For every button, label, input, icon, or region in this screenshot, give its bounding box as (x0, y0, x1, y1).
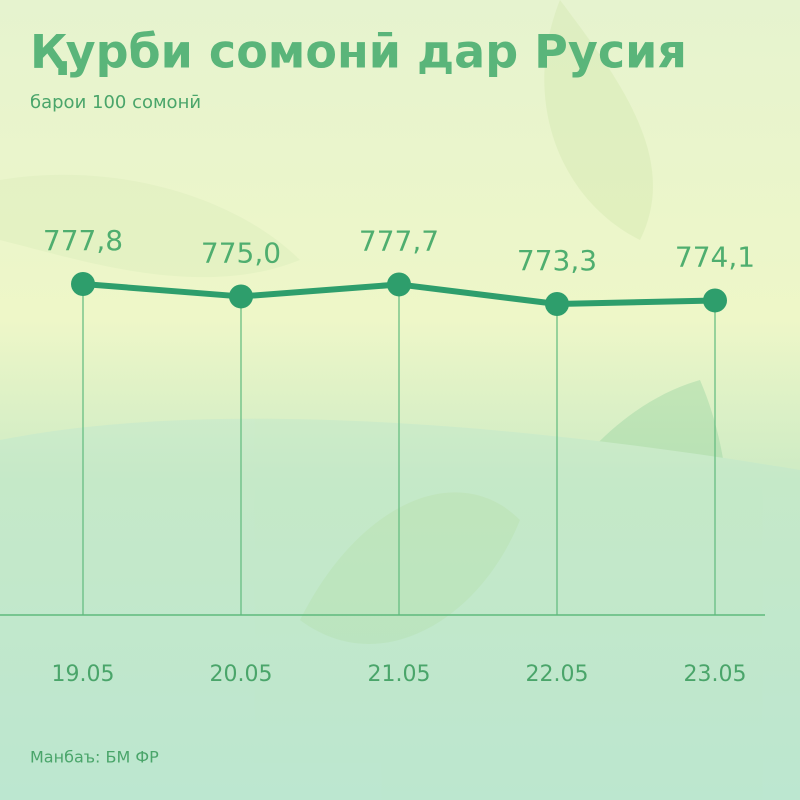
data-point (229, 284, 253, 309)
chart-subtitle: барои 100 сомонӣ (30, 92, 201, 113)
data-point (703, 288, 727, 313)
chart-title: Қурби сомонӣ дар Русия (30, 25, 687, 79)
source-note: Манбаъ: БМ ФР (30, 748, 159, 767)
value-label: 775,0 (201, 236, 281, 269)
value-label: 774,1 (675, 240, 755, 273)
value-label: 773,3 (517, 244, 597, 277)
data-point (71, 272, 95, 296)
x-tick-label: 21.05 (368, 662, 431, 687)
value-label: 777,7 (359, 224, 439, 257)
x-tick-label: 22.05 (526, 662, 589, 687)
x-tick-label: 19.05 (52, 662, 115, 687)
data-point (387, 272, 411, 297)
x-tick-label: 20.05 (210, 662, 273, 687)
x-tick-label: 23.05 (684, 662, 747, 687)
value-label: 777,8 (43, 224, 123, 257)
data-point (545, 292, 569, 316)
